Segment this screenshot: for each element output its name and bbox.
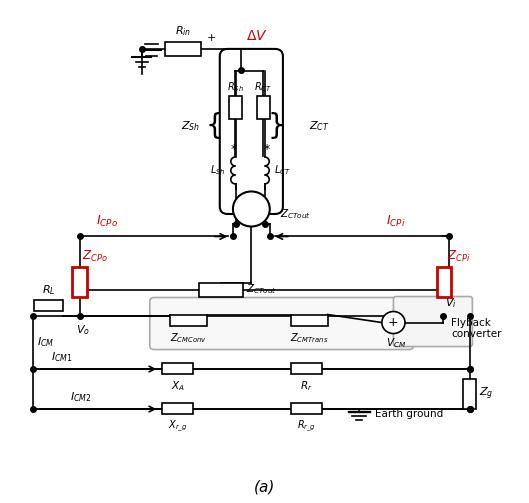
Bar (229, 97, 242, 119)
Bar (436, 267, 451, 297)
Bar (291, 403, 322, 414)
FancyBboxPatch shape (394, 297, 472, 347)
Text: Flyback: Flyback (451, 317, 491, 327)
Text: $Z_{CTout}$: $Z_{CTout}$ (246, 283, 277, 296)
Circle shape (233, 192, 270, 226)
Text: $V_i$: $V_i$ (445, 296, 457, 310)
Text: $+$: $+$ (206, 32, 216, 43)
Text: Earth ground: Earth ground (375, 409, 443, 419)
Bar (257, 97, 270, 119)
Text: $Z_{CPo}$: $Z_{CPo}$ (83, 249, 108, 264)
Text: $R_{Sh}$: $R_{Sh}$ (227, 80, 244, 94)
Bar (291, 314, 327, 325)
Bar (165, 42, 202, 56)
Bar (199, 283, 243, 297)
Text: $R_{in}$: $R_{in}$ (175, 25, 191, 38)
Text: $V_{CM}$: $V_{CM}$ (386, 337, 406, 350)
Text: $I_{CM2}$: $I_{CM2}$ (69, 390, 91, 404)
Text: $R_{CT}$: $R_{CT}$ (254, 80, 272, 94)
Text: *: * (230, 143, 236, 156)
Bar (463, 379, 476, 409)
Bar (162, 403, 194, 414)
Text: $\Delta V$: $\Delta V$ (245, 29, 268, 43)
Text: $R_L$: $R_L$ (42, 283, 55, 297)
Text: $Z_{CPi}$: $Z_{CPi}$ (446, 249, 470, 264)
Bar (170, 314, 207, 325)
FancyBboxPatch shape (220, 49, 283, 214)
Text: $R_{r\_g}$: $R_{r\_g}$ (297, 419, 316, 434)
Text: $I_{CM1}$: $I_{CM1}$ (51, 350, 73, 364)
Text: {: { (206, 113, 223, 140)
Text: converter: converter (451, 329, 502, 339)
Text: +: + (388, 316, 399, 329)
Text: $R_r$: $R_r$ (300, 379, 313, 393)
Text: $X_{r\_g}$: $X_{r\_g}$ (168, 419, 187, 434)
Text: (a): (a) (254, 479, 275, 494)
Text: $Z_g$: $Z_g$ (479, 386, 493, 402)
Text: $Z_{CMConv}$: $Z_{CMConv}$ (170, 331, 207, 346)
Text: }: } (267, 113, 285, 140)
Text: $X_A$: $X_A$ (171, 379, 185, 393)
Text: $L_{Sh}$: $L_{Sh}$ (211, 163, 226, 177)
FancyBboxPatch shape (150, 297, 414, 350)
Text: *: * (263, 143, 270, 156)
Bar (291, 363, 322, 374)
Text: $I_{CM}$: $I_{CM}$ (37, 336, 54, 349)
Text: $I_{CP}$: $I_{CP}$ (242, 197, 258, 210)
Text: $I_{CPi}$: $I_{CPi}$ (386, 214, 406, 229)
Text: $I_{CPo}$: $I_{CPo}$ (96, 214, 117, 229)
Bar (72, 267, 87, 297)
Bar (162, 363, 194, 374)
Text: $Z_{Sh}$: $Z_{Sh}$ (181, 120, 200, 133)
Bar (34, 299, 63, 310)
Text: $Z_{CTout}$: $Z_{CTout}$ (280, 207, 311, 221)
Text: $Z_{CMTrans}$: $Z_{CMTrans}$ (290, 331, 329, 346)
Text: $L_{CT}$: $L_{CT}$ (274, 163, 291, 177)
Circle shape (382, 311, 405, 333)
Text: $Z_{CT}$: $Z_{CT}$ (309, 120, 330, 133)
Text: $V_o$: $V_o$ (76, 323, 90, 337)
